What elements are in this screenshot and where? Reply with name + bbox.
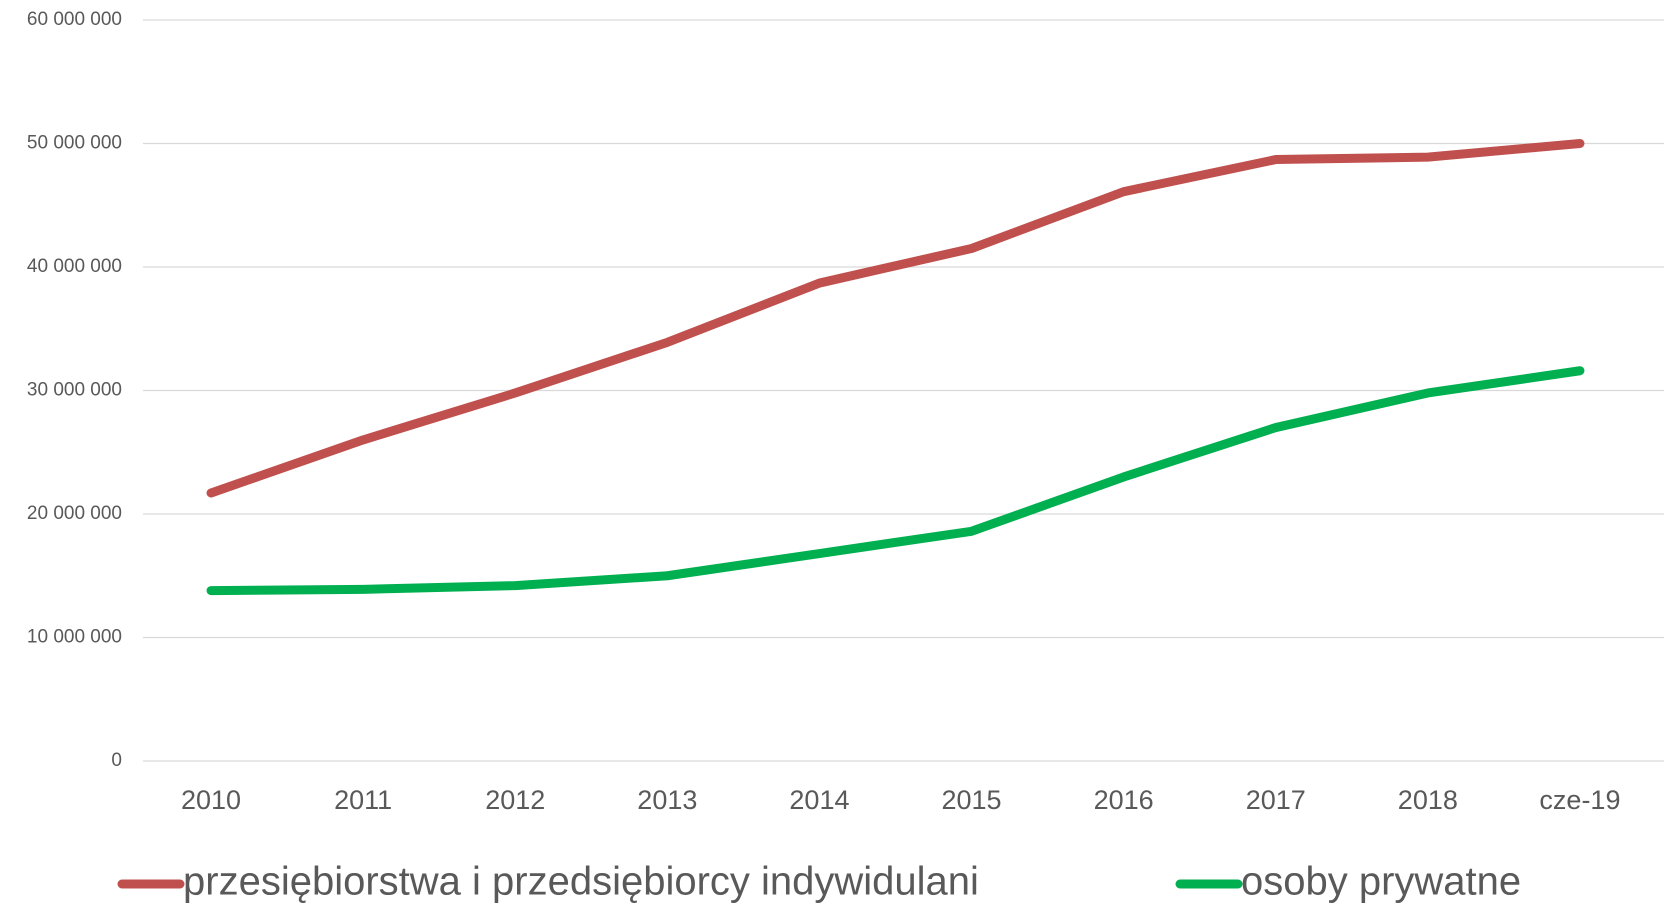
x-tick-label: 2012	[485, 785, 545, 815]
legend-label: osoby prywatne	[1241, 860, 1521, 904]
x-tick-label: cze-19	[1539, 785, 1620, 815]
y-tick-label: 60 000 000	[27, 9, 122, 30]
x-tick-label: 2016	[1094, 785, 1154, 815]
y-tick-label: 20 000 000	[27, 503, 122, 524]
x-tick-label: 2018	[1398, 785, 1458, 815]
x-tick-label: 2011	[334, 785, 392, 815]
y-tick-label: 50 000 000	[27, 133, 122, 154]
line	[206, 366, 1585, 596]
y-tick-label: 0	[111, 750, 122, 771]
y-tick-label: 40 000 000	[27, 256, 122, 277]
y-tick-label: 10 000 000	[27, 627, 122, 648]
line	[206, 139, 1585, 498]
x-tick-label: 2015	[942, 785, 1002, 815]
x-tick-label: 2013	[637, 785, 697, 815]
x-tick-label: 2014	[789, 785, 849, 815]
x-tick-label: 2017	[1246, 785, 1306, 815]
y-tick-label: 30 000 000	[27, 380, 122, 401]
x-tick-label: 2010	[181, 785, 241, 815]
legend-label: przesiębiorstwa i przedsiębiorcy indywid…	[183, 860, 979, 904]
